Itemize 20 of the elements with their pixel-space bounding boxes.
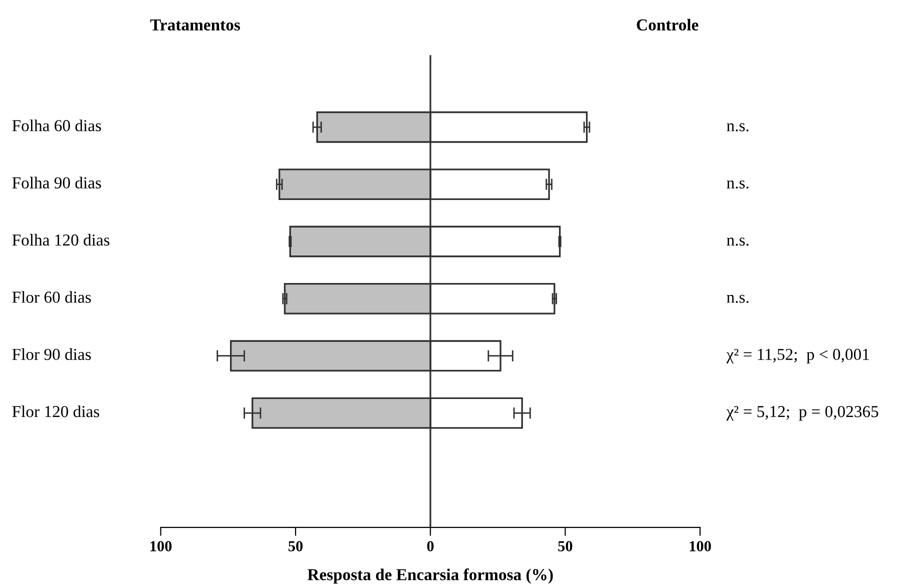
text: Tratamentos bbox=[150, 19, 240, 31]
y-tick-label: Folha 60 dias bbox=[12, 120, 102, 132]
y-tick-label: Flor 120 dias bbox=[12, 405, 100, 418]
text: n.s. bbox=[726, 238, 748, 246]
text: n.s. bbox=[726, 180, 748, 189]
x-axis-title: Resposta de Encarsia formosa (%) bbox=[308, 568, 553, 584]
y-tick-label: Flor 90 dias bbox=[12, 348, 91, 360]
text: n.s. bbox=[726, 123, 748, 132]
text: n.s. bbox=[726, 294, 748, 303]
text: Controle bbox=[636, 18, 698, 31]
text: χ² = 11,52; p < 0,001 bbox=[726, 348, 869, 364]
x-tick-label: 0 bbox=[427, 541, 434, 552]
y-tick-label: Folha 90 dias bbox=[12, 176, 102, 188]
y-tick-label: Flor 60 dias bbox=[12, 291, 91, 303]
y-tick-label: Folha 120 dias bbox=[12, 234, 110, 246]
text: χ² = 5,12; p = 0,02365 bbox=[726, 406, 878, 421]
x-tick-label: 100 bbox=[150, 541, 172, 552]
x-tick-label: 100 bbox=[690, 541, 711, 552]
x-tick-label: 50 bbox=[288, 541, 303, 552]
x-tick-label: 50 bbox=[558, 541, 572, 552]
